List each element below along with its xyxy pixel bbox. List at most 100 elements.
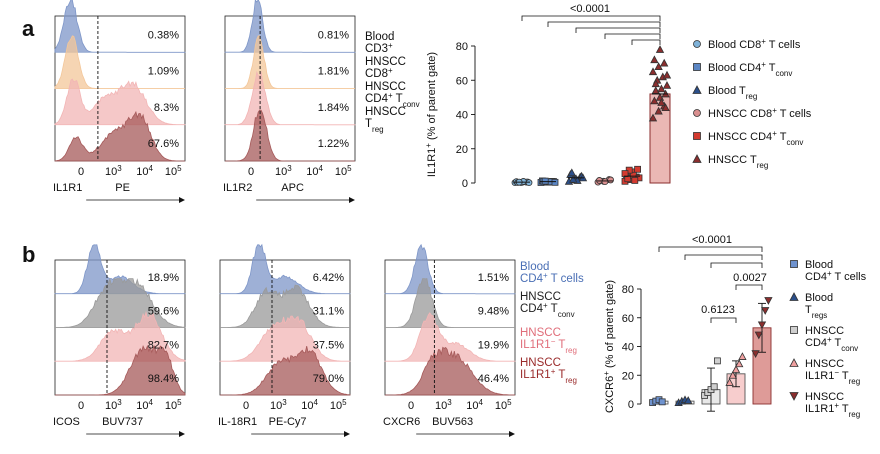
- marker-label: IL1R1: [53, 182, 82, 194]
- y-tick-label: 80: [456, 41, 468, 53]
- data-point: [651, 86, 660, 94]
- gate-percent: 1.84%: [318, 102, 349, 114]
- histogram-4: [385, 346, 516, 396]
- data-point: [662, 81, 672, 89]
- text-span: 10: [165, 400, 177, 412]
- text-span: T: [555, 339, 565, 351]
- histogram-2: [225, 35, 355, 89]
- text-span: CD4: [805, 337, 827, 349]
- superscript: +: [388, 41, 393, 50]
- legend-entry-3-line2: CD4+ Tconv: [805, 335, 858, 353]
- y-tick-label: 60: [622, 313, 634, 325]
- legend-entry-2-line2: Tregs: [805, 304, 827, 320]
- legend-marker: [789, 392, 799, 401]
- superscript: +: [827, 335, 832, 344]
- data-point: [660, 58, 669, 67]
- gate-percent: 1.09%: [148, 66, 179, 78]
- histogram-4: [54, 110, 185, 162]
- text-span: T: [777, 131, 787, 143]
- superscript: 5: [177, 398, 182, 407]
- text-span: T cells: [766, 39, 801, 51]
- superscript: +: [834, 401, 839, 410]
- superscript: +: [761, 60, 766, 69]
- legend-entry-1-line2: CD4+ T cells: [805, 269, 867, 284]
- legend-entry-3-line1: HNSCC: [805, 325, 844, 337]
- histogram-3: [224, 70, 356, 126]
- panel-label-a: a: [22, 16, 35, 41]
- text-span: Blood CD8: [708, 39, 761, 51]
- gate-percent: 37.5%: [313, 339, 344, 351]
- data-point: [569, 174, 578, 183]
- legend-entry-2-line1: Blood: [805, 292, 833, 304]
- text-span: 10: [301, 400, 313, 412]
- gate-percent: 1.81%: [318, 66, 349, 78]
- gate-percent: 1.51%: [478, 272, 509, 284]
- subscript: reg: [372, 125, 384, 134]
- axis-tick: 105: [335, 164, 352, 179]
- axis-tick: 103: [105, 398, 122, 413]
- gate-percent: 59.6%: [148, 306, 179, 318]
- significance-bracket: [631, 39, 661, 45]
- text-span: CXCR6: [604, 376, 616, 413]
- data-point: [661, 103, 670, 112]
- data-point: [650, 55, 659, 64]
- text-span: T: [832, 337, 842, 349]
- gate-percent: 79.0%: [313, 373, 344, 385]
- legend-marker: [692, 85, 702, 94]
- histogram-2: [220, 284, 350, 328]
- data-point: [710, 383, 718, 391]
- legend-marker: [693, 40, 701, 48]
- histogram-1: [224, 0, 356, 53]
- text-span: IL1R1: [520, 369, 551, 381]
- row-label-b-4-line2: IL1R1+ Treg: [520, 367, 577, 385]
- axis-tick: 104: [466, 398, 483, 413]
- marker-label: IL1R2: [223, 182, 252, 194]
- subscript: reg: [757, 161, 769, 170]
- subscript: conv: [558, 310, 575, 319]
- legend-marker: [692, 154, 702, 163]
- superscript: 5: [507, 398, 512, 407]
- axis-tick: 105: [165, 398, 182, 413]
- data-point: [655, 45, 665, 53]
- data-point: [567, 168, 576, 177]
- superscript: 5: [347, 164, 352, 173]
- significance-bracket: [521, 15, 661, 21]
- marker-label: IL-18R1: [218, 416, 257, 428]
- significance-bracket: [658, 246, 763, 252]
- text-span: T: [393, 93, 403, 105]
- superscript: 4: [478, 398, 483, 407]
- legend-entry-4-line2: IL1R1− Treg: [805, 368, 860, 386]
- row-label-b-1-line2: CD4+ T cells: [520, 271, 584, 286]
- text-span: HNSCC CD8: [708, 108, 772, 120]
- superscript: +: [543, 271, 548, 280]
- gate-percent: 46.4%: [478, 373, 509, 385]
- superscript: +: [543, 301, 548, 310]
- significance-label: <0.0001: [692, 234, 732, 246]
- axis-tick: 104: [136, 398, 153, 413]
- text-span: T cells: [548, 273, 584, 285]
- text-span: HNSCC CD4: [708, 131, 772, 143]
- data-point: [654, 106, 663, 115]
- gate-percent: 0.38%: [148, 29, 179, 41]
- row-label-a-1-line2: CD3+: [365, 41, 393, 56]
- data-point: [757, 321, 767, 330]
- superscript: +: [388, 66, 393, 75]
- legend-entry-1-line1: Blood: [805, 259, 833, 271]
- row-label-b-3-line1: HNSCC: [520, 327, 561, 339]
- superscript: 3: [282, 398, 287, 407]
- histogram-1: [384, 243, 516, 295]
- data-point: [731, 365, 741, 373]
- subscript: conv: [403, 100, 420, 109]
- data-point: [658, 398, 666, 406]
- row-label-a-4-line2: Treg: [365, 118, 384, 134]
- row-label-b-4-line1: HNSCC: [520, 357, 561, 369]
- axis-tick: 105: [495, 398, 512, 413]
- text-span: 10: [335, 166, 347, 178]
- subscript: conv: [775, 69, 792, 78]
- data-point: [596, 177, 603, 184]
- text-span: (% of parent gate): [604, 280, 616, 371]
- gate-percent: 31.1%: [313, 306, 344, 318]
